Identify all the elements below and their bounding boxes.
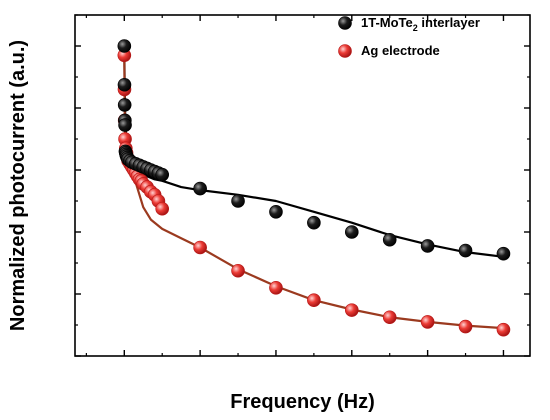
data-point-series-0	[420, 239, 435, 253]
data-point-series-0	[118, 118, 132, 132]
legend: 1T-MoTe2 interlayer Ag electrode	[338, 15, 480, 58]
legend-marker-series-0	[338, 16, 352, 30]
plot-area	[117, 39, 511, 337]
data-point-series-0	[117, 98, 132, 112]
data-point-series-1	[458, 319, 473, 334]
data-point-series-0	[458, 243, 473, 258]
data-point-series-0	[231, 194, 245, 208]
legend-label-series-0: 1T-MoTe2 interlayer	[361, 15, 480, 33]
data-point-series-1	[231, 263, 245, 278]
data-point-series-1	[155, 201, 170, 216]
data-point-series-1	[307, 293, 321, 308]
data-point-series-1	[344, 303, 359, 317]
data-point-series-1	[420, 315, 435, 329]
data-point-series-1	[193, 240, 207, 255]
data-point-series-0	[117, 39, 132, 53]
data-point-series-0	[344, 225, 359, 239]
fit-curve-series-1	[123, 55, 504, 330]
x-axis-title: Frequency (Hz)	[230, 391, 374, 413]
y-axis-title: Normalized photocurrent (a.u.)	[7, 40, 29, 331]
data-point-series-0	[193, 181, 207, 196]
data-point-series-1	[269, 280, 283, 295]
data-point-series-0	[269, 205, 283, 219]
data-point-series-0	[307, 215, 321, 230]
data-point-series-1	[382, 310, 397, 325]
data-point-series-0	[496, 246, 511, 261]
data-point-series-0	[382, 232, 397, 247]
data-point-series-1	[496, 322, 511, 337]
data-point-series-0	[117, 77, 132, 92]
data-point-series-0	[155, 167, 170, 182]
axes	[74, 14, 531, 357]
legend-marker-series-1	[338, 44, 352, 58]
legend-label-series-1: Ag electrode	[361, 43, 440, 58]
plot-frame	[74, 14, 531, 357]
